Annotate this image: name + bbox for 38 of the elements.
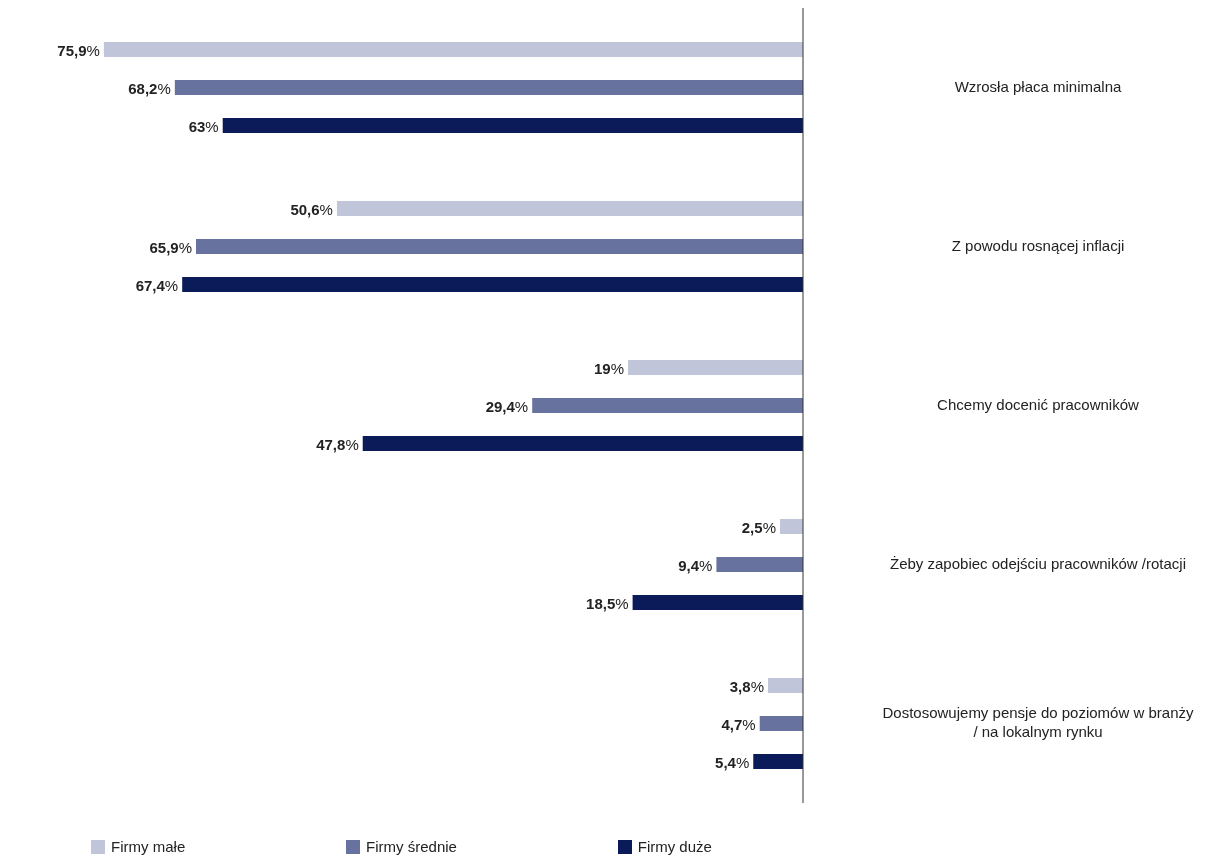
y-tick-label: Żeby zapobiec odejściu pracowników /rotacji (890, 554, 1186, 572)
data-label: 19% (593, 359, 624, 376)
bar (759, 716, 803, 731)
data-label: 3,8% (729, 677, 764, 694)
bar (753, 754, 803, 769)
bar (336, 201, 803, 216)
data-label: 5,4% (715, 753, 750, 770)
legend-label: Firmy małe (111, 838, 186, 855)
data-label: 68,2% (128, 79, 171, 96)
bar (362, 436, 803, 451)
data-label: 4,7% (721, 715, 756, 732)
y-tick-label: Z powodu rosnącej inflacji (951, 236, 1125, 254)
data-label: 18,5% (586, 594, 629, 611)
data-label: 67,4% (135, 276, 179, 293)
bar (779, 519, 803, 534)
data-label: 65,9% (149, 238, 192, 255)
bar (182, 277, 803, 292)
bar (532, 398, 803, 413)
bar (103, 42, 803, 57)
bar (196, 239, 803, 254)
legend-label: Firmy średnie (366, 838, 457, 855)
bar (716, 557, 803, 572)
bar (174, 80, 803, 95)
bar (222, 118, 803, 133)
bar (632, 595, 803, 610)
bar (627, 360, 803, 375)
y-tick-label: Wzrosła płaca minimalna (954, 77, 1123, 95)
data-label: 50,6% (290, 200, 333, 217)
data-label: 9,4% (678, 556, 713, 573)
bar (768, 678, 803, 693)
data-label: 63% (188, 117, 219, 134)
y-tick-label: Dostosowujemy pensje do poziomów w branży / na lokalnym rynku (882, 703, 1194, 740)
y-tick-label: Chcemy docenić pracowników (937, 395, 1140, 413)
data-label: 75,9% (57, 41, 100, 58)
data-label: 2,5% (741, 518, 776, 535)
data-label: 47,8% (316, 435, 359, 452)
data-label: 29,4% (485, 397, 529, 414)
legend-label: Firmy duże (637, 838, 712, 855)
